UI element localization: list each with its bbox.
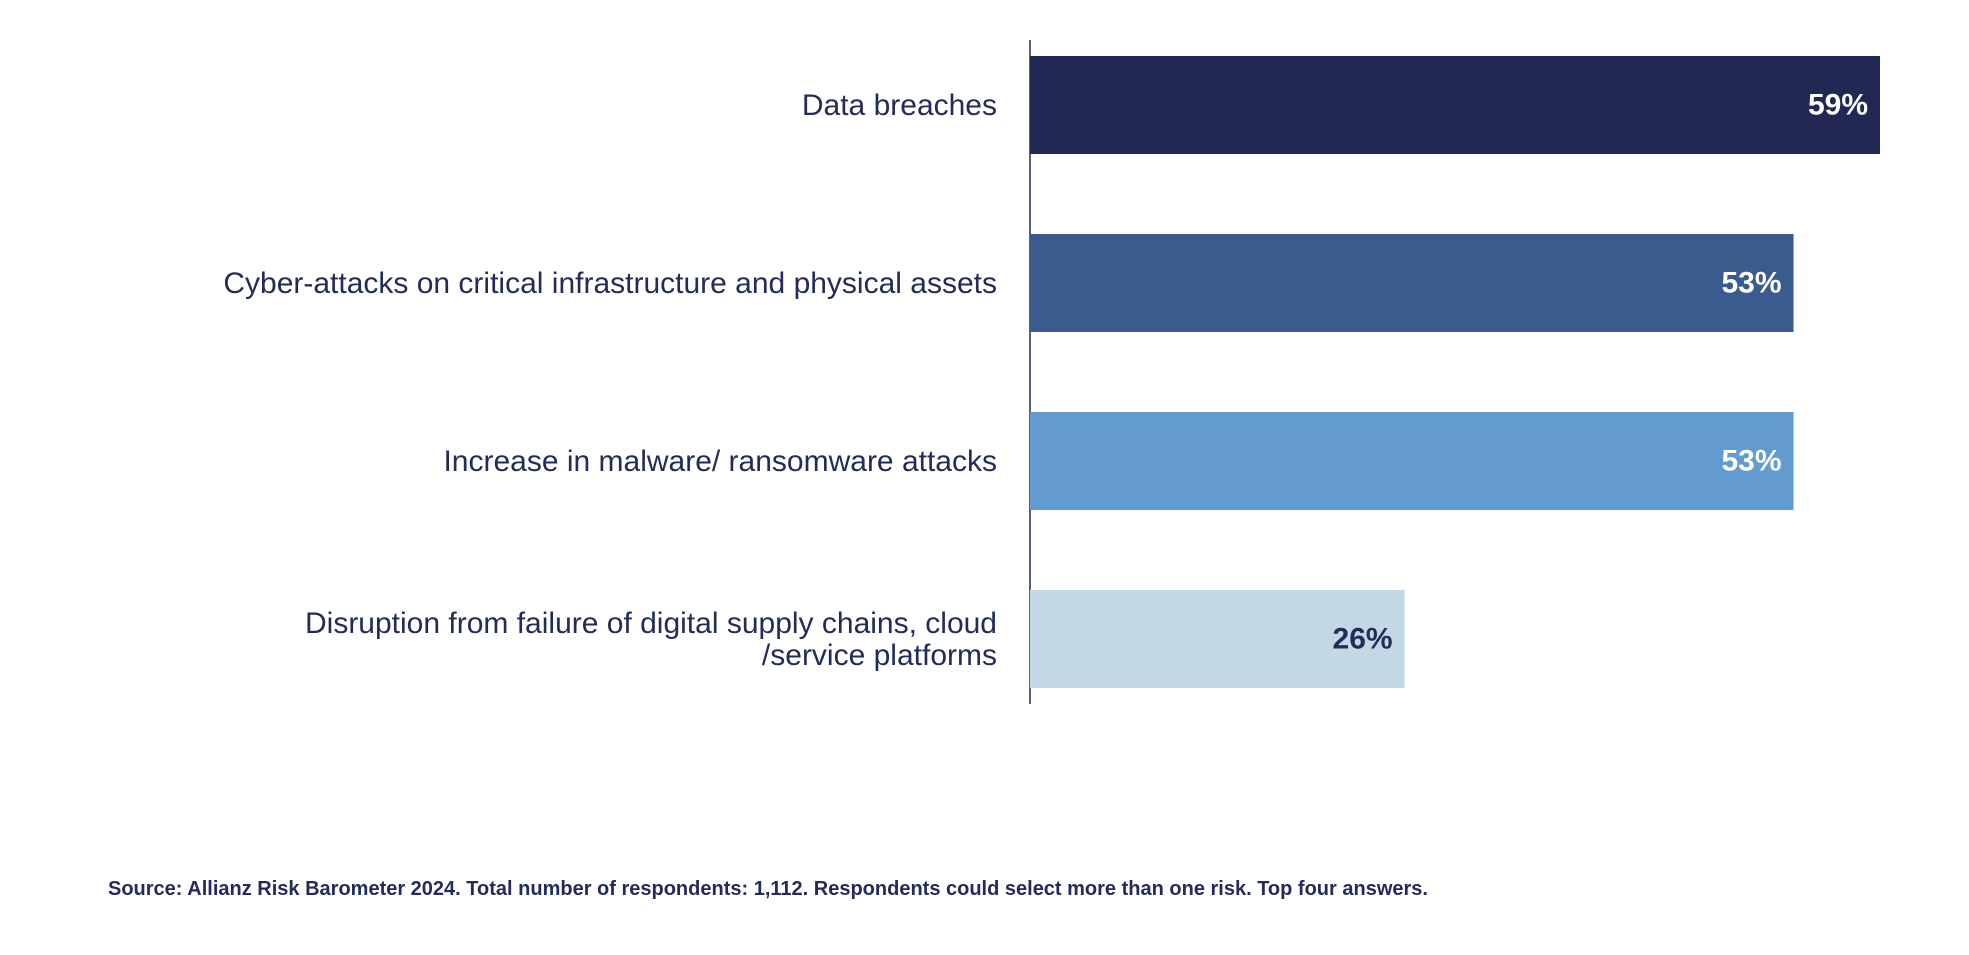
category-label-line: Cyber-attacks on critical infrastructure… (223, 267, 997, 300)
category-label-1: Data breaches (802, 89, 997, 122)
category-label-4: Disruption from failure of digital suppl… (305, 607, 997, 672)
category-label-line: Data breaches (802, 89, 997, 122)
category-label-3: Increase in malware/ ransomware attacks (443, 445, 997, 478)
source-note: Source: Allianz Risk Barometer 2024. Tot… (108, 878, 1428, 900)
value-label-3: 53% (1722, 445, 1782, 478)
bar-2 (1030, 234, 1794, 332)
value-label-1: 59% (1808, 89, 1868, 122)
category-labels-group: Data breaches Cyber-attacks on critical i… (223, 89, 997, 672)
bar-3 (1030, 412, 1794, 510)
bar-4 (1030, 590, 1405, 688)
category-label-line: /service platforms (762, 639, 997, 672)
category-label-line: Disruption from failure of digital suppl… (305, 607, 997, 640)
category-label-line: Increase in malware/ ransomware attacks (443, 445, 997, 478)
value-label-2: 53% (1722, 267, 1782, 300)
value-labels-group: 59% 53% 53% 26% (1333, 89, 1868, 656)
bar-1 (1030, 56, 1880, 154)
bars-group (1030, 56, 1880, 688)
value-label-4: 26% (1333, 623, 1393, 656)
category-label-2: Cyber-attacks on critical infrastructure… (223, 267, 997, 300)
